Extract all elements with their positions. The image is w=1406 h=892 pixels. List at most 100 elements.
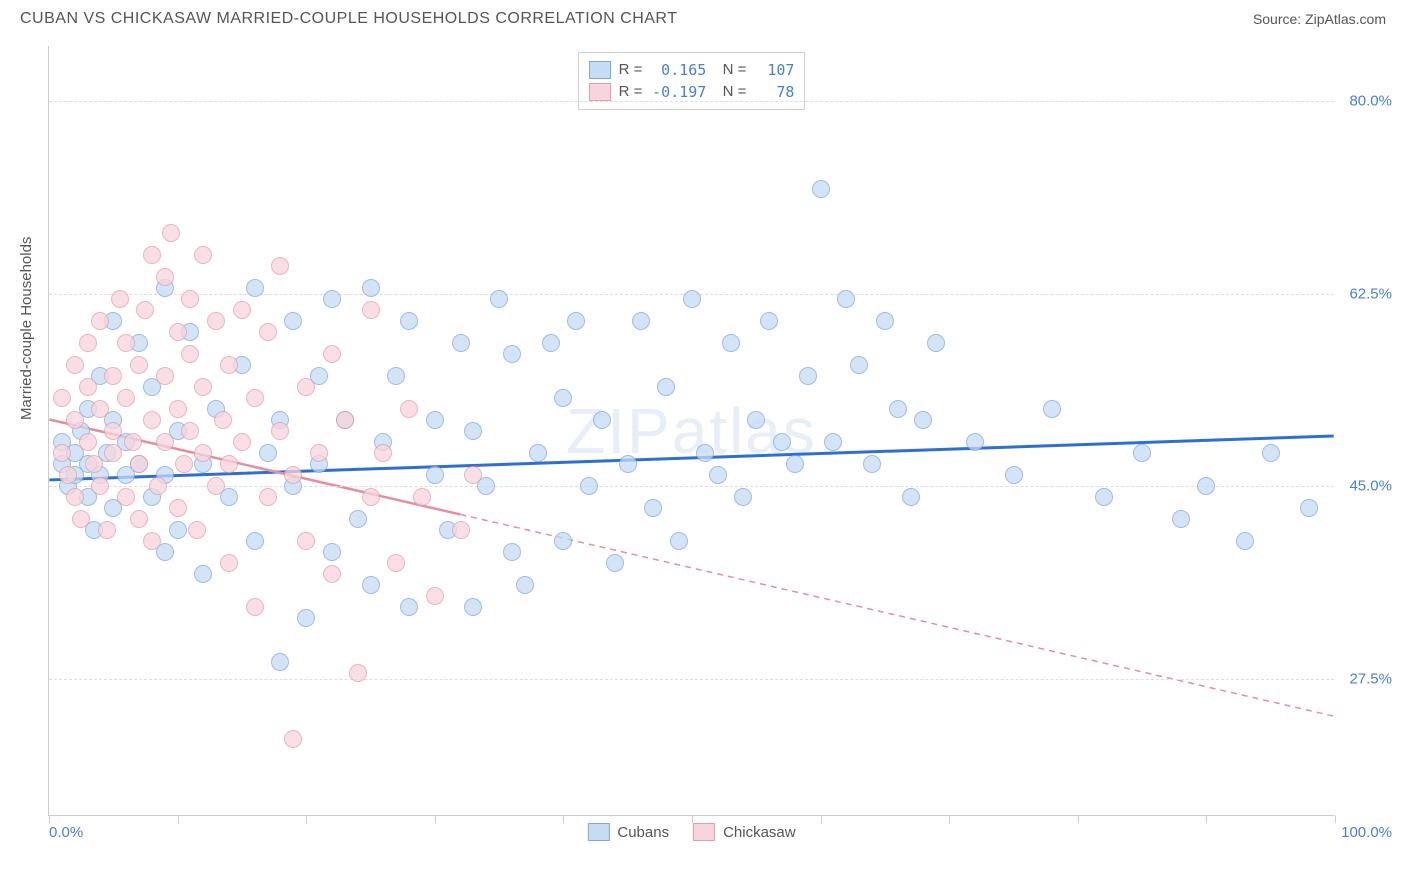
x-tick	[692, 815, 693, 823]
scatter-point	[876, 312, 894, 330]
x-min-label: 0.0%	[49, 824, 83, 841]
legend-r-value: -0.197	[650, 81, 706, 103]
series-legend: CubansChickasaw	[587, 823, 795, 841]
grid-line	[49, 101, 1334, 102]
x-tick	[949, 815, 950, 823]
legend-n-label: N =	[714, 81, 746, 103]
scatter-point	[799, 367, 817, 385]
scatter-point	[426, 411, 444, 429]
scatter-point	[362, 301, 380, 319]
grid-line	[49, 486, 1334, 487]
scatter-point	[79, 433, 97, 451]
scatter-point	[271, 257, 289, 275]
scatter-point	[542, 334, 560, 352]
scatter-point	[1300, 499, 1318, 517]
scatter-point	[91, 400, 109, 418]
y-tick-label: 27.5%	[1349, 670, 1392, 687]
scatter-point	[837, 290, 855, 308]
scatter-point	[143, 411, 161, 429]
scatter-point	[413, 488, 431, 506]
scatter-point	[554, 532, 572, 550]
scatter-point	[156, 367, 174, 385]
scatter-point	[1095, 488, 1113, 506]
legend-stat-row: R =0.165 N =107	[589, 59, 795, 81]
scatter-point	[259, 444, 277, 462]
scatter-point	[464, 598, 482, 616]
y-tick-label: 45.0%	[1349, 478, 1392, 495]
x-tick	[435, 815, 436, 823]
scatter-point	[914, 411, 932, 429]
scatter-point	[1043, 400, 1061, 418]
scatter-point	[181, 290, 199, 308]
scatter-point	[1197, 477, 1215, 495]
scatter-point	[130, 510, 148, 528]
scatter-point	[323, 543, 341, 561]
scatter-point	[194, 444, 212, 462]
scatter-plot: ZIPatlas R =0.165 N =107R =-0.197 N =78 …	[48, 46, 1334, 816]
scatter-point	[143, 246, 161, 264]
scatter-point	[889, 400, 907, 418]
scatter-point	[246, 389, 264, 407]
scatter-point	[181, 422, 199, 440]
scatter-point	[452, 334, 470, 352]
legend-series-label: Cubans	[617, 824, 669, 841]
scatter-point	[233, 301, 251, 319]
scatter-point	[850, 356, 868, 374]
scatter-point	[104, 367, 122, 385]
scatter-point	[220, 356, 238, 374]
scatter-point	[136, 301, 154, 319]
scatter-point	[452, 521, 470, 539]
y-axis-label: Married-couple Households	[18, 237, 35, 420]
scatter-point	[91, 312, 109, 330]
legend-swatch	[589, 83, 611, 101]
scatter-point	[284, 730, 302, 748]
scatter-point	[567, 312, 585, 330]
x-tick	[49, 815, 50, 823]
grid-line	[49, 679, 1334, 680]
legend-stat-row: R =-0.197 N =78	[589, 81, 795, 103]
trend-lines	[49, 46, 1334, 815]
legend-n-label: N =	[714, 59, 746, 81]
y-tick-label: 62.5%	[1349, 285, 1392, 302]
scatter-point	[657, 378, 675, 396]
scatter-point	[747, 411, 765, 429]
scatter-point	[66, 411, 84, 429]
scatter-point	[683, 290, 701, 308]
scatter-point	[323, 290, 341, 308]
x-max-label: 100.0%	[1341, 824, 1392, 841]
scatter-point	[632, 312, 650, 330]
scatter-point	[554, 389, 572, 407]
x-tick	[306, 815, 307, 823]
scatter-point	[387, 554, 405, 572]
scatter-point	[259, 323, 277, 341]
scatter-point	[709, 466, 727, 484]
scatter-point	[734, 488, 752, 506]
scatter-point	[619, 455, 637, 473]
legend-r-label: R =	[619, 59, 643, 81]
scatter-point	[220, 455, 238, 473]
scatter-point	[156, 433, 174, 451]
scatter-point	[169, 499, 187, 517]
scatter-point	[297, 532, 315, 550]
y-tick-label: 80.0%	[1349, 93, 1392, 110]
scatter-point	[490, 290, 508, 308]
scatter-point	[323, 345, 341, 363]
scatter-point	[79, 334, 97, 352]
scatter-point	[53, 389, 71, 407]
scatter-point	[91, 477, 109, 495]
scatter-point	[863, 455, 881, 473]
scatter-point	[400, 312, 418, 330]
scatter-point	[464, 422, 482, 440]
scatter-point	[98, 521, 116, 539]
source-label: Source: ZipAtlas.com	[1253, 11, 1386, 27]
scatter-point	[104, 422, 122, 440]
scatter-point	[271, 422, 289, 440]
scatter-point	[336, 411, 354, 429]
scatter-point	[169, 323, 187, 341]
title-bar: CUBAN VS CHICKASAW MARRIED-COUPLE HOUSEH…	[0, 0, 1406, 34]
legend-n-value: 78	[754, 81, 794, 103]
scatter-point	[644, 499, 662, 517]
scatter-point	[284, 466, 302, 484]
scatter-point	[426, 587, 444, 605]
scatter-point	[1005, 466, 1023, 484]
